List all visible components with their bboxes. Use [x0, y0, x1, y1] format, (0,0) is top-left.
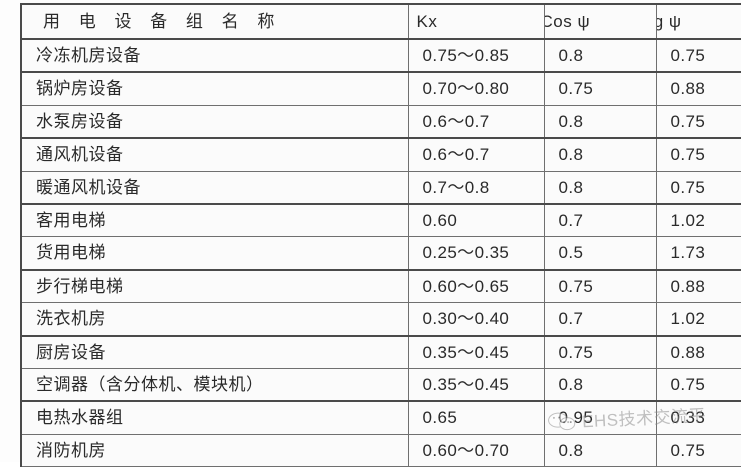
table-row: 锅炉房设备 0.70～0.80 0.75 0.88 — [20, 71, 741, 106]
cell-cos-psi: 0.8 — [543, 368, 657, 402]
column-header-equipment-group-name: 用 电 设 备 组 名 称 — [20, 3, 409, 40]
cell-equipment-group-name: 厨房设备 — [20, 334, 409, 370]
cell-kx: 0.75～0.85 — [407, 38, 545, 73]
cell-tg-psi: 0.33 — [655, 400, 741, 435]
cell-cos-psi: 0.95 — [543, 400, 657, 435]
cell-kx: 0.6～0.7 — [407, 104, 545, 139]
cell-equipment-group-name: 暖通风机设备 — [20, 170, 409, 205]
cell-equipment-group-name: 客用电梯 — [20, 203, 409, 238]
cell-tg-psi: 1.02 — [655, 302, 741, 337]
cell-kx: 0.60 — [407, 203, 545, 238]
cell-tg-psi: 0.75 — [655, 104, 741, 139]
cell-kx: 0.30～0.40 — [407, 302, 545, 337]
cell-tg-psi: 0.88 — [655, 71, 741, 106]
table-row: 暖通风机设备 0.7～0.8 0.8 0.75 — [20, 170, 741, 205]
cell-cos-psi: 0.8 — [543, 170, 657, 205]
cell-tg-psi: 0.75 — [655, 170, 741, 205]
cell-equipment-group-name: 水泵房设备 — [20, 104, 409, 139]
table-row: 冷冻机房设备 0.75～0.85 0.8 0.75 — [20, 38, 741, 73]
cell-kx: 0.25～0.35 — [407, 236, 545, 271]
table-row: 空调器（含分体机、模块机） 0.35～0.45 0.8 0.75 — [20, 368, 741, 402]
cell-equipment-group-name: 消防机房 — [20, 433, 409, 467]
cell-kx: 0.60～0.65 — [407, 268, 545, 304]
cell-kx: 0.35～0.45 — [407, 334, 545, 370]
cell-equipment-group-name: 通风机设备 — [20, 137, 409, 172]
table-container: 用 电 设 备 组 名 称 Kx Cos ψ tg ψ 冷冻机房设备0.75～0… — [20, 3, 741, 467]
column-header-tg-psi: tg ψ — [655, 3, 741, 40]
table-row: 水泵房设备 0.6～0.7 0.8 0.75 — [20, 104, 741, 139]
cell-kx: 0.65 — [407, 400, 545, 435]
cell-cos-psi: 0.7 — [543, 302, 657, 337]
cell-kx: 0.70～0.80 — [407, 71, 545, 106]
cell-kx: 0.35～0.45 — [407, 368, 545, 402]
cell-cos-psi: 0.8 — [543, 104, 657, 139]
cell-kx: 0.6～0.7 — [407, 137, 545, 172]
cell-cos-psi: 0.75 — [543, 334, 657, 370]
column-header-cos-psi: Cos ψ — [543, 3, 657, 40]
cell-tg-psi: 0.88 — [655, 268, 741, 304]
cell-equipment-group-name: 冷冻机房设备 — [20, 38, 409, 73]
cell-tg-psi: 0.75 — [655, 368, 741, 402]
cell-tg-psi: 0.88 — [655, 334, 741, 370]
column-header-kx: Kx — [407, 3, 545, 40]
cell-equipment-group-name: 电热水器组 — [20, 400, 409, 435]
cell-cos-psi: 0.75 — [543, 71, 657, 106]
table-row: 步行梯电梯 0.60～0.65 0.75 0.88 — [20, 268, 741, 304]
cell-cos-psi: 0.7 — [543, 203, 657, 238]
table-row: 厨房设备 0.35～0.45 0.75 0.88 — [20, 334, 741, 370]
table-row: 通风机设备 0.6～0.7 0.8 0.75 — [20, 137, 741, 172]
cell-equipment-group-name: 空调器（含分体机、模块机） — [20, 368, 409, 402]
table-body: 冷冻机房设备 0.75～0.85 0.8 0.75 锅炉房设备 0.70～0.80 0.75… — [20, 38, 741, 467]
cell-equipment-group-name: 货用电梯 — [20, 236, 409, 271]
cell-tg-psi: 0.75 — [655, 137, 741, 172]
cell-tg-psi: 0.75 — [655, 38, 741, 73]
cell-kx: 0.7～0.8 — [407, 170, 545, 205]
cell-cos-psi: 0.75 — [543, 268, 657, 304]
cell-cos-psi: 0.5 — [543, 236, 657, 271]
table-row: 货用电梯 0.25～0.35 0.5 1.73 — [20, 236, 741, 271]
cell-tg-psi: 1.73 — [655, 236, 741, 271]
cell-equipment-group-name: 步行梯电梯 — [20, 268, 409, 304]
demand-factor-table: 用 电 设 备 组 名 称 Kx Cos ψ tg ψ 冷冻机房设备0.75～0… — [20, 3, 741, 467]
table-header: 用 电 设 备 组 名 称 Kx Cos ψ tg ψ — [20, 3, 741, 40]
cell-equipment-group-name: 锅炉房设备 — [20, 71, 409, 106]
table-header-row: 用 电 设 备 组 名 称 Kx Cos ψ tg ψ — [20, 3, 741, 40]
cell-cos-psi: 0.8 — [543, 137, 657, 172]
table-row: 消防机房 0.60～0.70 0.8 0.75 — [20, 433, 741, 467]
cell-equipment-group-name: 洗衣机房 — [20, 302, 409, 337]
table-row: 电热水器组 0.65 0.95 0.33 — [20, 400, 741, 435]
cell-cos-psi: 0.8 — [543, 38, 657, 73]
table-row: 客用电梯 0.60 0.7 1.02 — [20, 203, 741, 238]
table-row: 洗衣机房 0.30～0.40 0.7 1.02 — [20, 302, 741, 337]
cell-tg-psi: 1.02 — [655, 203, 741, 238]
